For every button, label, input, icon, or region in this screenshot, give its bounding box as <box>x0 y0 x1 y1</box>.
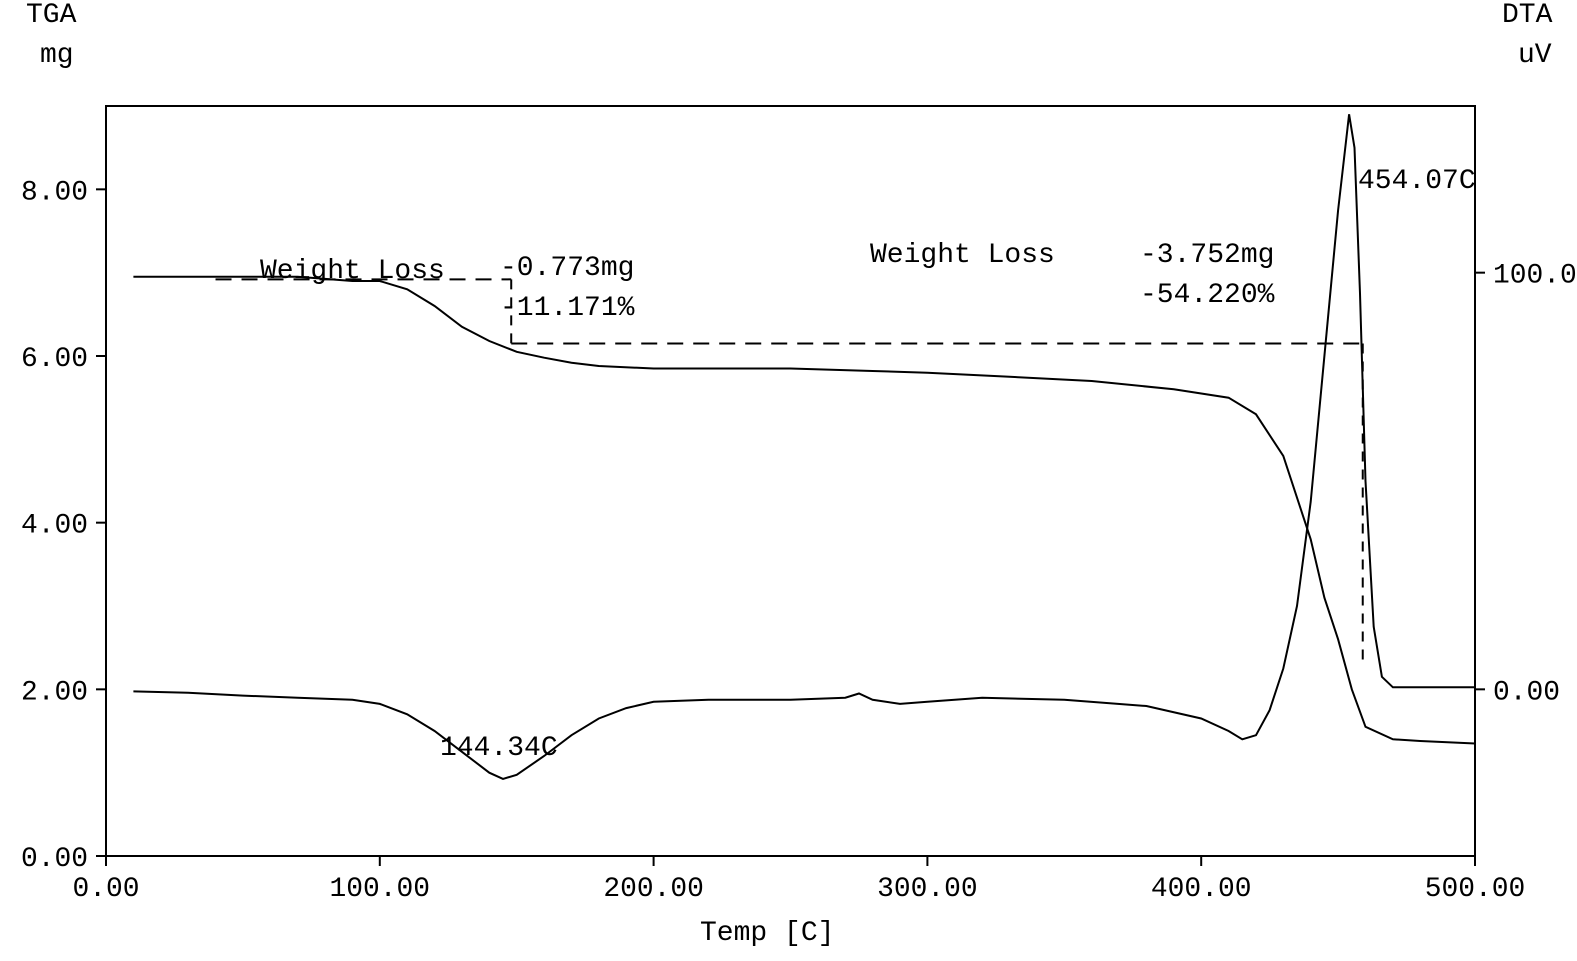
svg-text:300.00: 300.00 <box>877 874 978 905</box>
plot-svg: 0.00 100.00 200.00 300.00 400.00 500.00 0.00 2.… <box>0 0 1577 961</box>
svg-text:4.00: 4.00 <box>21 511 88 542</box>
svg-text:8.00: 8.00 <box>21 177 88 208</box>
svg-text:0.00: 0.00 <box>72 874 139 905</box>
svg-text:0.00: 0.00 <box>1493 677 1560 708</box>
svg-text:100.00: 100.00 <box>330 874 431 905</box>
tga-dta-chart: { "chart": { "type": "line", "plot_px": … <box>0 0 1577 961</box>
svg-text:2.00: 2.00 <box>21 677 88 708</box>
svg-text:100.00: 100.00 <box>1493 261 1577 292</box>
svg-text:6.00: 6.00 <box>21 344 88 375</box>
svg-text:500.00: 500.00 <box>1425 874 1526 905</box>
tga-curve <box>133 277 1475 744</box>
svg-text:200.00: 200.00 <box>603 874 704 905</box>
svg-text:0.00: 0.00 <box>21 844 88 875</box>
dta-curve <box>133 114 1475 779</box>
svg-text:400.00: 400.00 <box>1151 874 1252 905</box>
